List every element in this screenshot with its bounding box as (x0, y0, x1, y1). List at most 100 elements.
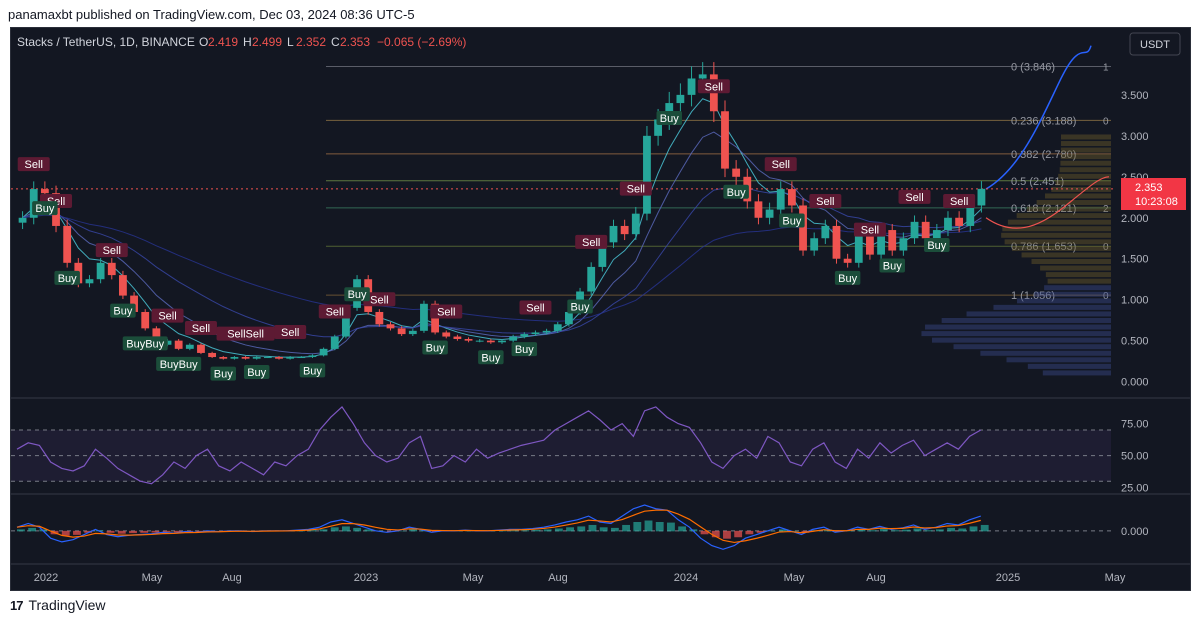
sell-signal-label: Sell (437, 307, 455, 319)
ohlc-open-label: O (199, 35, 208, 49)
sell-signal-box (318, 304, 351, 319)
candle-body (598, 242, 607, 267)
buy-signal-box (156, 356, 202, 371)
buy-signal-box (656, 111, 682, 126)
sell-signal-label: Sell (905, 192, 923, 204)
footer-brand-name: TradingView (28, 597, 106, 613)
time-tick-label: 2022 (34, 572, 58, 584)
candle-body (564, 311, 573, 325)
volume-profile-bar (1047, 278, 1111, 284)
volume-profile-bar (1011, 245, 1111, 251)
macd-histogram-bar (364, 529, 373, 532)
candle-body (453, 336, 462, 340)
volume-profile-bar (1060, 154, 1111, 160)
candle-body (85, 279, 94, 284)
buy-signal-label: Buy (58, 273, 77, 285)
macd-histogram-bar (498, 530, 507, 532)
macd-histogram-bar (588, 524, 597, 532)
macd-histogram-bar (700, 530, 709, 535)
sell-signal-box (898, 189, 931, 204)
candle-body (520, 334, 529, 337)
rsi-band (11, 430, 1111, 482)
buy-signal-box (567, 299, 593, 314)
time-tick-label: Aug (222, 572, 242, 584)
candle-body (832, 225, 841, 259)
macd-tick-label: 0.000 (1121, 526, 1149, 538)
buy-signal-label: Buy (927, 240, 946, 252)
candle-body (219, 357, 228, 359)
ohlc-change-value: −0.065 (−2.69%) (377, 35, 466, 49)
sell-signal-label: Sell (370, 294, 388, 306)
macd-histogram-bar (532, 529, 541, 532)
volume-profile-bar (921, 331, 1111, 337)
time-tick-label: 2025 (996, 572, 1020, 584)
macd-histogram-bar (554, 528, 563, 532)
candle-body (241, 357, 250, 359)
macd-histogram-bar (913, 528, 922, 532)
volume-profile-bar (1045, 272, 1111, 278)
volume-profile-bar (1027, 363, 1111, 369)
sell-signal-box (430, 304, 463, 319)
macd-histogram-bar (162, 530, 171, 532)
candle-body (553, 324, 562, 331)
time-tick-label: 2023 (354, 572, 378, 584)
sell-signal-box (809, 193, 842, 208)
candle-body (932, 230, 941, 239)
volume-profile-bar (1016, 213, 1111, 219)
candle-body (141, 311, 150, 329)
macd-histogram-bar (622, 524, 631, 532)
fib-retracement-layer: 0 (3.846) 0.236 (3.188) 0.382 (2.780) 0.5 (… (326, 62, 1111, 302)
sell-signal-box (943, 193, 976, 208)
candle-body (342, 307, 350, 337)
candle-body (721, 111, 729, 169)
candle-body (754, 201, 763, 218)
volume-profile-bar (941, 317, 1111, 323)
candle-body (375, 311, 384, 325)
macd-histogram-bar (868, 530, 877, 532)
candle-body (676, 94, 685, 104)
candle-body (397, 328, 406, 335)
chart-canvas[interactable]: 0 (3.846) 0.236 (3.188) 0.382 (2.780) 0.5 (… (11, 28, 1190, 590)
buy-signal-label: Buy (838, 273, 857, 285)
rsi-tick-label: 75.00 (1121, 419, 1149, 431)
sell-signal-box (764, 157, 797, 172)
macd-signal-line (16, 509, 981, 544)
candle-body (18, 217, 27, 223)
buy-signal-label: BuyBuy (160, 359, 198, 371)
currency-button-frame[interactable] (1129, 32, 1181, 56)
macd-histogram-bar (935, 529, 944, 532)
macd-histogram-bar (633, 522, 642, 532)
buy-signal-label: Buy (782, 215, 801, 227)
buy-signal-label: Buy (883, 261, 902, 273)
last-price-badge (1121, 178, 1186, 210)
volume-profile-bar (1042, 370, 1111, 376)
candle-body (185, 344, 194, 349)
volume-profile-bar (925, 324, 1111, 330)
macd-histogram-bar (767, 530, 776, 532)
sell-signal-box (17, 157, 50, 172)
candle-body (899, 238, 908, 251)
candle-body (687, 78, 696, 95)
sell-signal-label: Sell (772, 159, 790, 171)
sell-signal-label: Sell (158, 311, 176, 323)
macd-histogram-bar (958, 528, 967, 532)
currency-button[interactable]: USDT (1140, 39, 1170, 51)
volume-profile-bar (1060, 134, 1111, 140)
grid-layer (11, 397, 1190, 565)
macd-histogram-bar (173, 530, 182, 533)
candle-body (877, 230, 885, 255)
candle-body (464, 339, 473, 341)
macd-histogram-bar (28, 527, 37, 532)
macd-histogram-bar (84, 530, 93, 533)
chart-panel[interactable]: 0 (3.846) 0.236 (3.188) 0.382 (2.780) 0.5 (… (10, 27, 1191, 591)
candle-body (643, 135, 651, 214)
candle-body (609, 225, 618, 243)
sell-signal-box (363, 292, 396, 307)
sell-signal-box (575, 234, 608, 249)
volume-profile-bar (1034, 291, 1111, 297)
sell-signal-box (853, 222, 886, 237)
price-tick-label: 0.500 (1121, 336, 1149, 348)
price-tick-label: 2.000 (1121, 213, 1149, 225)
buy-signal-label: Buy (303, 365, 322, 377)
